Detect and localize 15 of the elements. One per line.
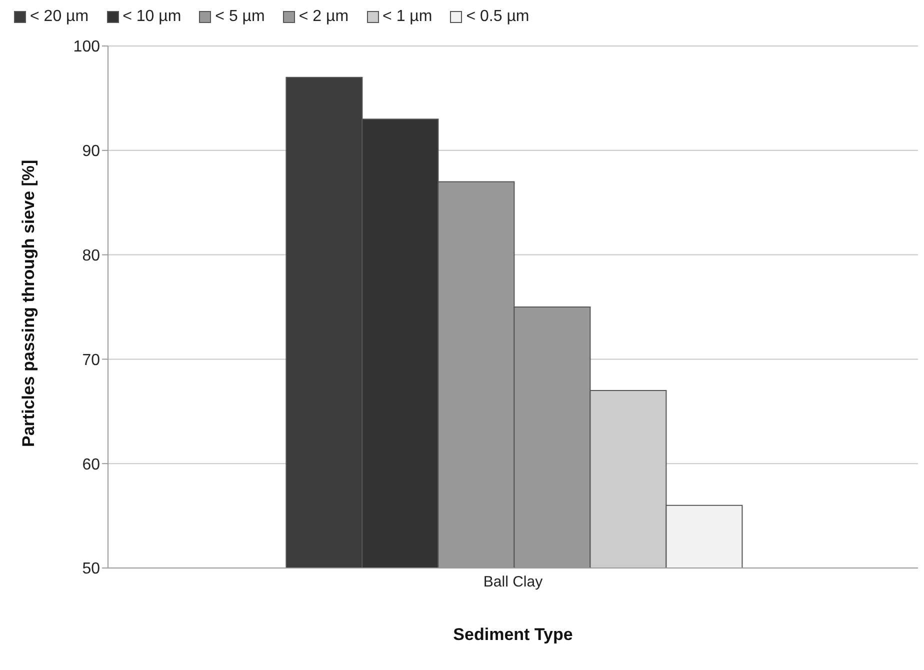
- legend-label: < 2 µm: [298, 8, 349, 26]
- y-tick-label: 80: [82, 247, 100, 264]
- y-axis-title: Particles passing through sieve [%]: [19, 160, 38, 447]
- y-tick-label: 60: [82, 456, 100, 474]
- x-tick-label: Ball Clay: [483, 574, 544, 591]
- legend-label: < 5 µm: [215, 8, 265, 26]
- legend-label: < 1 µm: [382, 8, 432, 26]
- y-tick-label: 100: [73, 38, 100, 56]
- legend-label: < 0.5 µm: [466, 8, 530, 26]
- y-tick-label: 70: [82, 352, 100, 369]
- x-axis-title: Sediment Type: [453, 625, 573, 644]
- legend-label: < 10 µm: [122, 8, 182, 26]
- y-tick-label: 90: [82, 143, 100, 160]
- legend-label: < 20 µm: [30, 8, 89, 26]
- y-tick-label: 50: [82, 560, 100, 578]
